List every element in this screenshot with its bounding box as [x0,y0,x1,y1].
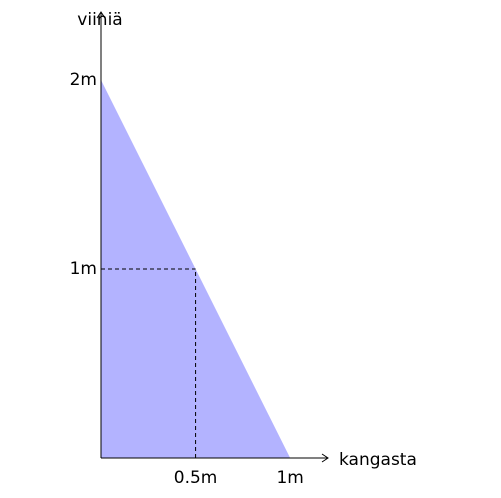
y-tick-label: 1m [70,259,97,279]
x-tick-label: 1m [276,468,303,488]
y-axis-arrow [96,11,106,19]
x-axis-arrow [321,453,329,463]
y-tick-label: 2m [70,70,97,90]
x-tick-label: 0.5m [174,468,218,488]
area [101,80,291,458]
x-axis-label: kangasta [339,450,417,470]
y-axis-label: viiniä [77,10,122,30]
